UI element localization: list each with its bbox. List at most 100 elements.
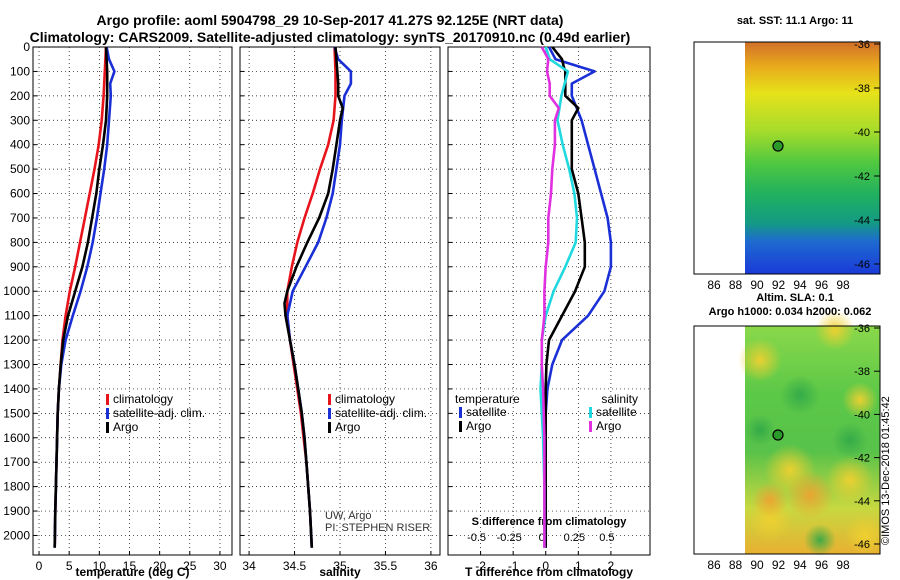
- sla-blob: [804, 524, 836, 556]
- tdiff-legend-label: satellite: [466, 405, 507, 419]
- sdiff-tick-label: -0.5: [467, 532, 486, 544]
- sdiff-legend-label: satellite: [596, 405, 637, 419]
- sla-map-xtick-label: 98: [836, 558, 850, 572]
- title-line-2: Climatology: CARS2009. Satellite-adjuste…: [29, 29, 631, 45]
- temp-legend-swatch: [106, 394, 109, 405]
- sal-axis-title: salinity: [319, 565, 361, 579]
- sla-map-frame: [693, 325, 881, 555]
- sst-map-title: sat. SST: 11.1 Argo: 11: [736, 15, 854, 27]
- tdiff-legend-title: temperature: [455, 392, 520, 406]
- depth-tick-label: 1000: [3, 284, 30, 298]
- tdiff-tick-label: 0: [542, 559, 549, 573]
- temp-tick-label: 10: [93, 559, 107, 573]
- depth-tick-label: 100: [10, 64, 30, 78]
- sal-argo-line: [283, 46, 345, 548]
- sla-map-xtick-label: 94: [793, 558, 807, 572]
- pi-name: PI: STEPHEN RISER: [325, 522, 430, 534]
- sla-map-xtick-label: 88: [729, 558, 743, 572]
- depth-tick-label: 500: [10, 162, 30, 176]
- sst-map-ytick-label: -44: [854, 215, 870, 227]
- depth-tick-label: 1700: [3, 455, 30, 469]
- sla-blob: [832, 422, 868, 458]
- sal-tick-label: 36: [424, 559, 438, 573]
- temp-tick-label: 5: [66, 559, 73, 573]
- depth-tick-label: 300: [10, 113, 30, 127]
- sst-map-field: [745, 42, 880, 274]
- sdiff-tick-label: 0: [539, 532, 545, 544]
- temp-tick-label: 25: [183, 559, 197, 573]
- temp-argo-line: [53, 46, 109, 548]
- sal-tick-label: 35.5: [374, 559, 398, 573]
- sla-map-xtick-label: 96: [815, 558, 829, 572]
- sla-blob: [845, 515, 885, 555]
- depth-tick-label: 1900: [3, 504, 30, 518]
- temp-tick-label: 20: [153, 559, 167, 573]
- sla-blob: [815, 310, 855, 350]
- temp-legend-label: Argo: [113, 420, 139, 434]
- depth-tick-label: 700: [10, 211, 30, 225]
- depth-tick-label: 600: [10, 187, 30, 201]
- depth-tick-label: 0: [23, 40, 30, 54]
- sdiff-legend-label: Argo: [596, 419, 622, 433]
- sal-tick-label: 35: [333, 559, 347, 573]
- sla-map-subtitle: Argo h1000: 0.034 h2000: 0.062: [708, 306, 872, 318]
- sla-map-ytick-label: -44: [854, 496, 870, 508]
- sst-map-xtick-label: 94: [793, 278, 807, 292]
- sla-blob: [738, 338, 782, 382]
- panel-frame-1: [32, 46, 233, 556]
- depth-tick-label: 1300: [3, 358, 30, 372]
- sla-map-ytick-label: -38: [854, 366, 870, 378]
- temp-tick-label: 30: [213, 559, 227, 573]
- depth-tick-label: 1800: [3, 480, 30, 494]
- depth-tick-label: 1500: [3, 406, 30, 420]
- sla-map-xtick-label: 90: [750, 558, 764, 572]
- sla-map-ytick-label: -42: [854, 453, 870, 465]
- panel-frame-3: [447, 46, 651, 556]
- temp-tick-label: 15: [123, 559, 137, 573]
- sst-map-ytick-label: -40: [854, 127, 870, 139]
- sst-map-ytick-label: -46: [854, 259, 870, 271]
- sst-map-xtick-label: 86: [707, 278, 721, 292]
- sla-blob: [826, 456, 874, 504]
- sla-map-ytick-label: -46: [854, 539, 870, 551]
- sal-tick-label: 34: [242, 559, 256, 573]
- sla-blob: [744, 414, 776, 446]
- temp-tick-label: 0: [36, 559, 43, 573]
- sla-map-argo-marker: [772, 429, 784, 441]
- sst-map-xtick-label: 88: [729, 278, 743, 292]
- sst-map-xtick-label: 90: [750, 278, 764, 292]
- tdiff-tick-label: 2: [608, 559, 615, 573]
- tdiff-tick-label: -1: [508, 559, 519, 573]
- tdiff-axis-title: T difference from climatology: [465, 565, 633, 579]
- depth-tick-label: 200: [10, 89, 30, 103]
- tdiff-satellite-line: [544, 46, 613, 548]
- sst-map-ytick-label: -38: [854, 83, 870, 95]
- temp-legend-swatch: [106, 408, 109, 419]
- sla-blob: [752, 482, 788, 518]
- depth-tick-label: 1200: [3, 333, 30, 347]
- sdiff-legend-title: salinity: [601, 392, 638, 406]
- sdiff-argo-line: [540, 46, 561, 548]
- sdiff-legend-swatch: [589, 421, 592, 432]
- sdiff-tick-label: 0.5: [599, 532, 614, 544]
- sla-map-title: Altim. SLA: 0.1: [756, 292, 834, 304]
- sdiff-axis-title: S difference from climatology: [472, 516, 628, 528]
- depth-tick-label: 800: [10, 235, 30, 249]
- sal-legend-label: climatology: [335, 392, 395, 406]
- sla-map-xtick-label: 86: [707, 558, 721, 572]
- sal-legend-label: satellite-adj. clim.: [335, 406, 427, 420]
- temp-legend-label: climatology: [113, 392, 173, 406]
- sla-map-ytick-label: -36: [854, 323, 870, 335]
- title-line-1: Argo profile: aoml 5904798_29 10-Sep-201…: [96, 12, 564, 28]
- tdiff-tick-label: 1: [575, 559, 582, 573]
- sst-map-ytick-label: -42: [854, 171, 870, 183]
- tdiff-legend-swatch: [459, 421, 462, 432]
- sal-legend-swatch: [328, 408, 331, 419]
- depth-tick-label: 900: [10, 260, 30, 274]
- sla-blob: [786, 471, 834, 519]
- depth-tick-label: 1600: [3, 431, 30, 445]
- tdiff-argo-line: [544, 46, 587, 548]
- sla-map-ytick-label: -40: [854, 409, 870, 421]
- imos-timestamp: ©IMOS 13-Dec-2018 01:45:42: [880, 396, 892, 545]
